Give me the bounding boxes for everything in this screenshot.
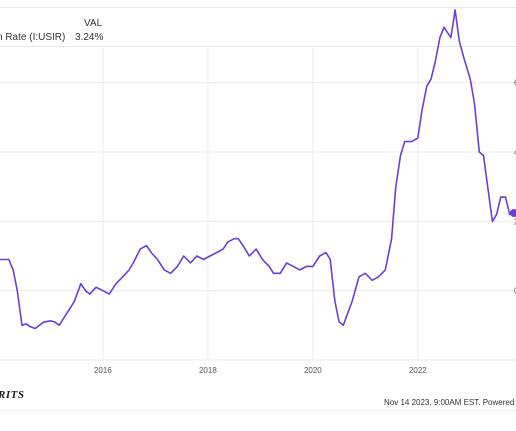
- x-tick-label: 2020: [304, 366, 322, 375]
- brand-logo: RITS: [0, 389, 25, 401]
- x-axis-ticks: 2016 2018 2020 2022: [94, 366, 427, 375]
- footer-timestamp: Nov 14 2023, 9:00AM EST. Powered by Y: [384, 398, 516, 407]
- legend-series-name[interactable]: n Rate (I:USIR): [0, 32, 66, 43]
- x-tick-label: 2016: [94, 366, 112, 375]
- top-divider: [0, 7, 516, 8]
- y-tick-label: 4: [514, 148, 516, 157]
- legend-value-header: VAL: [84, 18, 103, 29]
- y-axis-ticks: 6 4 2 0: [514, 79, 516, 296]
- last-value-point: [509, 209, 516, 218]
- timestamp-text: Nov 14 2023, 9:00AM EST. Powered by: [384, 398, 516, 407]
- y-tick-label: 6: [514, 79, 516, 88]
- legend-series-value: 3.24%: [75, 32, 104, 43]
- x-tick-label: 2022: [409, 366, 427, 375]
- series-layer: [0, 9, 516, 330]
- y-tick-label: 0: [514, 287, 516, 296]
- legend-divider: [0, 46, 516, 47]
- x-tick-label: 2018: [199, 366, 217, 375]
- footer-divider: [0, 410, 516, 411]
- series-line: [0, 9, 515, 330]
- y-tick-label: 2: [514, 217, 516, 226]
- chart-grid: [0, 48, 516, 361]
